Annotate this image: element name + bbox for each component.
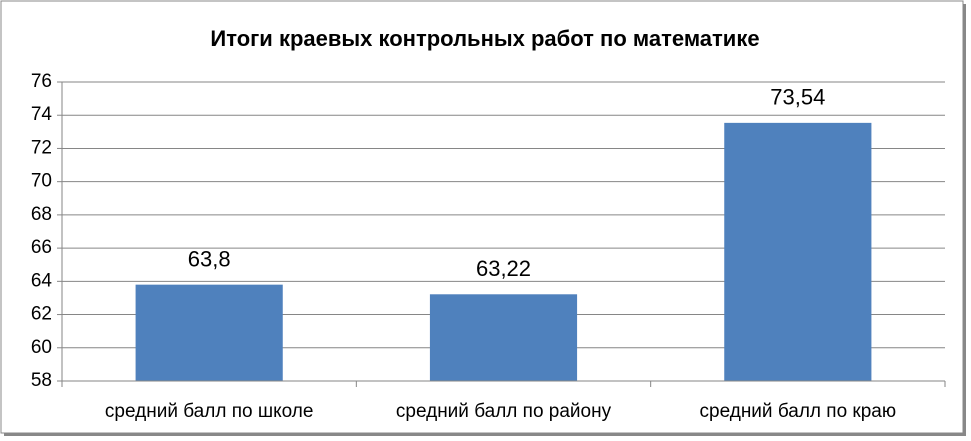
y-tick-label: 68 xyxy=(31,204,52,225)
chart-title: Итоги краевых контрольных работ по матем… xyxy=(210,26,759,51)
bar xyxy=(429,294,578,381)
y-tick-label: 62 xyxy=(31,304,52,325)
y-tick-label: 66 xyxy=(31,237,52,258)
bar xyxy=(135,284,283,381)
bar xyxy=(724,122,872,381)
y-tick-label: 58 xyxy=(31,370,52,391)
value-label: 63,22 xyxy=(476,256,531,281)
y-tick-label: 60 xyxy=(31,337,52,358)
y-tick-label: 76 xyxy=(31,71,52,92)
y-tick-label: 74 xyxy=(31,104,53,125)
y-tick-label: 64 xyxy=(31,270,53,291)
x-tick-label: средний балл по краю xyxy=(700,401,897,422)
x-tick-label: средний балл по школе xyxy=(105,401,313,422)
y-tick-label: 72 xyxy=(31,137,52,158)
value-label: 73,54 xyxy=(770,85,825,110)
x-tick-label: средний балл по району xyxy=(396,401,612,422)
value-label: 63,8 xyxy=(188,246,231,271)
y-tick-label: 70 xyxy=(31,171,52,192)
